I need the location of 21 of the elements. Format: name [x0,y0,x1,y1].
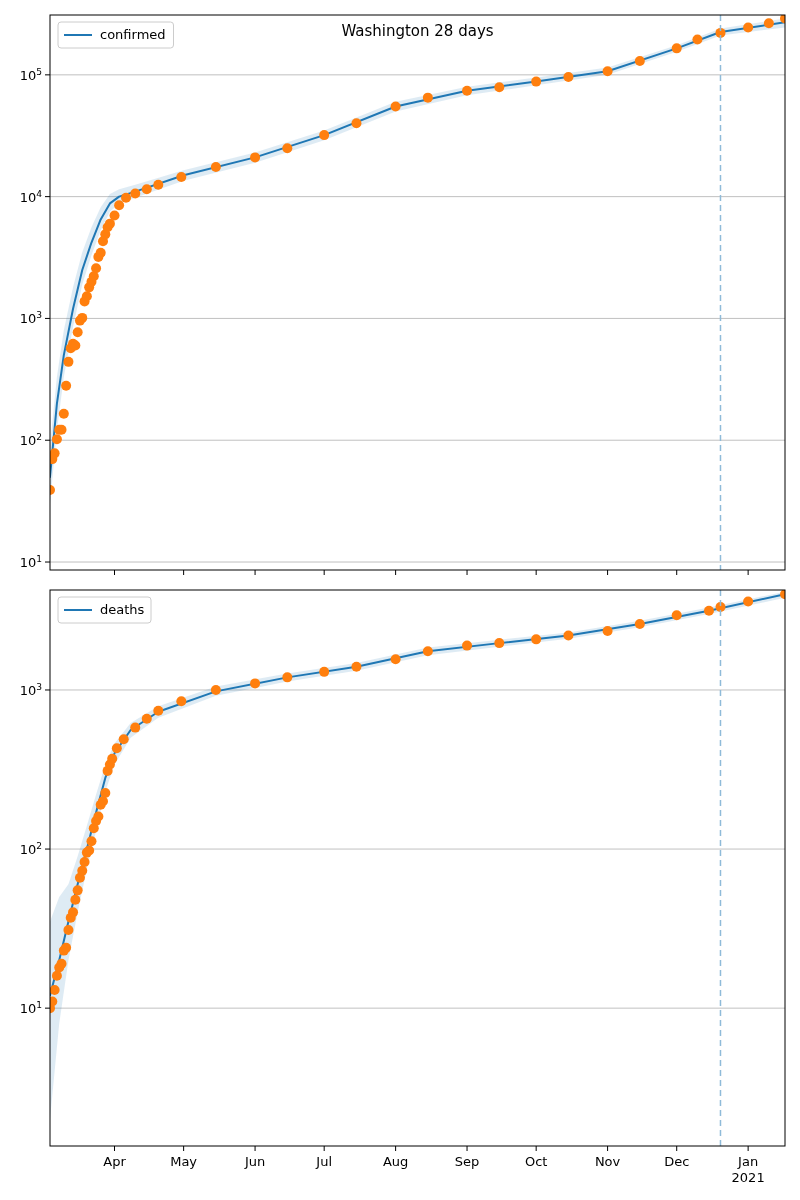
y-tick-label: 10$^{2}$ [19,432,42,449]
y-tick-label: 10$^{3}$ [19,681,43,698]
y-tick-label: 10$^{1}$ [19,1000,42,1017]
text: Washington 28 days [341,22,494,40]
x-tick-label: Jul [315,1154,333,1169]
x-tick-label: Oct [524,1154,548,1169]
y-tick-label: 10$^{1}$ [19,554,42,571]
x-tick-label: Aug [382,1154,409,1169]
legend-label: deaths [100,602,145,617]
legend-label: confirmed [100,27,166,42]
x-tick-label: Jun [243,1154,266,1169]
y-tick-label: 10$^{4}$ [19,188,43,205]
x-tick-label: May [170,1154,198,1169]
x-tick-label: Nov [594,1154,621,1169]
x-tick-label: Sep [454,1154,480,1169]
x-tick-label: Dec [664,1154,690,1169]
y-tick-label: 10$^{3}$ [19,310,43,327]
y-tick-label: 10$^{5}$ [19,66,42,83]
x-tick-label: Apr [103,1154,127,1169]
x-tick-label: Jan 2021 [731,1154,765,1185]
y-tick-label: 10$^{2}$ [19,841,42,858]
